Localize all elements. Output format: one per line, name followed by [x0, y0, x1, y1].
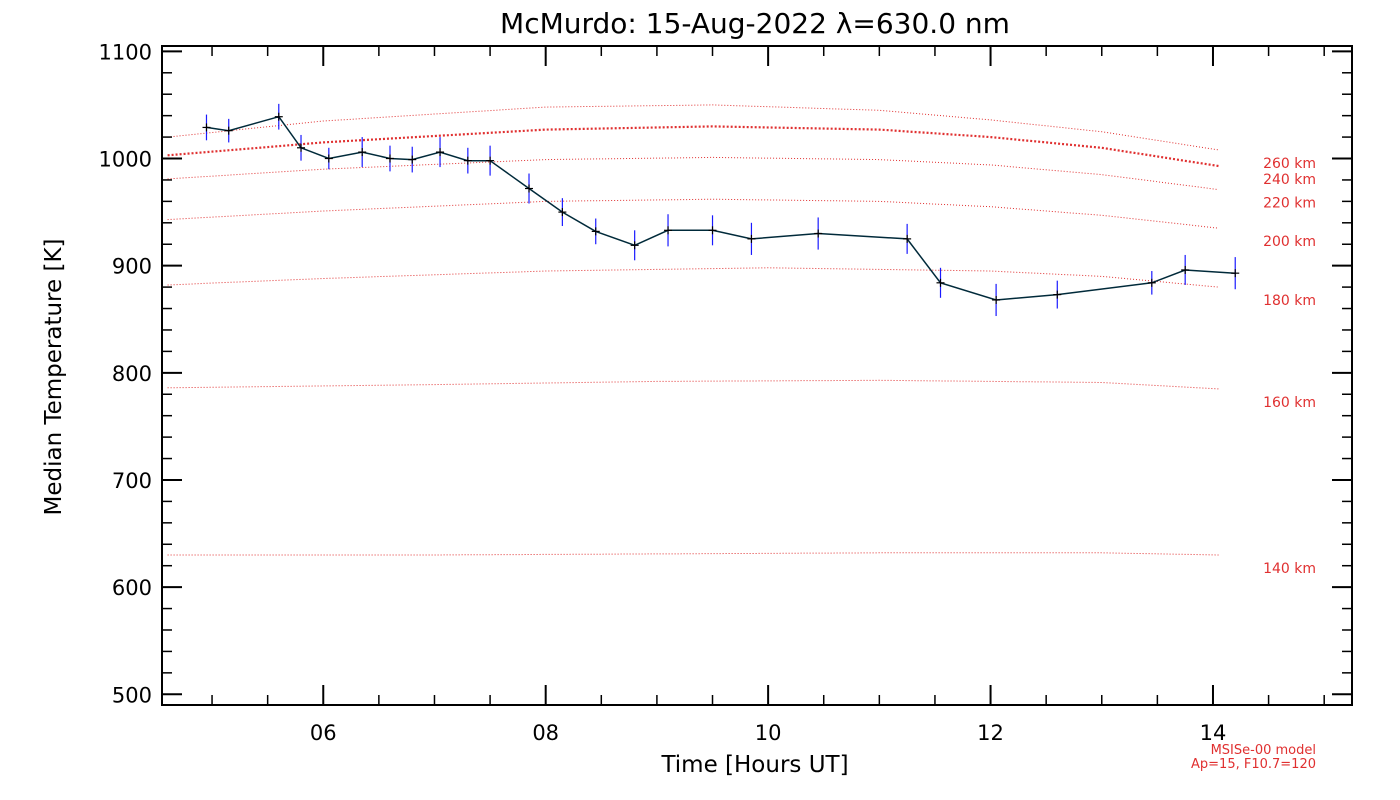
data-point: [525, 173, 534, 204]
model-curve-label-240-km: 240 km: [1263, 172, 1316, 188]
data-point: [814, 217, 823, 250]
model-curve-200-km: [167, 198, 1219, 229]
plot-frame: [161, 45, 1353, 706]
model-curve-240-km: [167, 125, 1219, 168]
data-point: [1147, 271, 1156, 295]
data-point: [1181, 254, 1190, 285]
data-point: [358, 137, 367, 168]
data-point: [324, 147, 333, 170]
model-curve-label-180-km: 180 km: [1263, 293, 1316, 309]
series-line: [206, 115, 1236, 301]
x-tick-label: 12: [977, 721, 1004, 745]
data-point: [936, 267, 945, 298]
data-point: [903, 223, 912, 254]
data-point: [664, 214, 673, 247]
data-point: [1053, 280, 1062, 309]
model-curve-label-200-km: 200 km: [1263, 234, 1316, 250]
chart-title: McMurdo: 15-Aug-2022 λ=630.0 nm: [500, 7, 1010, 40]
data-point: [202, 114, 211, 141]
model-curve-label-220-km: 220 km: [1263, 196, 1316, 212]
model-curve-140-km: [167, 552, 1219, 556]
data-point: [297, 134, 306, 161]
model-curve-label-260-km: 260 km: [1263, 156, 1316, 172]
y-tick-label: 800: [112, 362, 152, 386]
y-tick-label: 700: [112, 469, 152, 493]
data-point: [274, 103, 283, 130]
y-tick-label: 900: [112, 255, 152, 279]
model-curve-180-km: [167, 267, 1219, 288]
data-point: [486, 145, 495, 176]
x-tick-label: 08: [532, 721, 559, 745]
data-point: [992, 283, 1001, 317]
temperature-series: [202, 103, 1240, 317]
data-point: [558, 198, 567, 227]
data-point: [408, 146, 417, 173]
data-point: [436, 137, 445, 168]
model-curve-label-140-km: 140 km: [1263, 561, 1316, 577]
x-tick-label: 06: [310, 721, 337, 745]
model-curve-260-km: [167, 104, 1219, 151]
axes-ticks: 500 600 700 800 900 1000 1100 06 08 10 12 14: [99, 40, 1352, 745]
x-axis-label: Time [Hours UT]: [660, 752, 848, 778]
data-point: [630, 230, 639, 261]
y-tick-label: 500: [112, 683, 152, 707]
data-point: [1231, 257, 1240, 290]
data-point: [591, 218, 600, 245]
model-curve-160-km: [167, 379, 1219, 390]
data-point: [463, 147, 472, 174]
data-point: [747, 222, 756, 255]
model-curve-label-160-km: 160 km: [1263, 395, 1316, 411]
y-tick-label: 600: [112, 576, 152, 600]
y-tick-label: 1000: [99, 148, 152, 172]
x-tick-label: 10: [755, 721, 782, 745]
data-point: [708, 215, 717, 246]
y-axis-label: Median Temperature [K]: [41, 239, 67, 516]
y-tick-label: 1100: [99, 40, 152, 64]
model-curves: 140 km 160 km 180 km 200 km 220 km 240 km260 …: [167, 104, 1316, 577]
model-note-line-2: Ap=15, F10.7=120: [1191, 757, 1316, 772]
data-point: [385, 145, 394, 172]
model-note-line-1: MSISe-00 model: [1211, 743, 1316, 758]
x-tick-label: 14: [1200, 721, 1227, 745]
data-point: [224, 118, 233, 143]
model-curve-220-km: [167, 156, 1219, 191]
